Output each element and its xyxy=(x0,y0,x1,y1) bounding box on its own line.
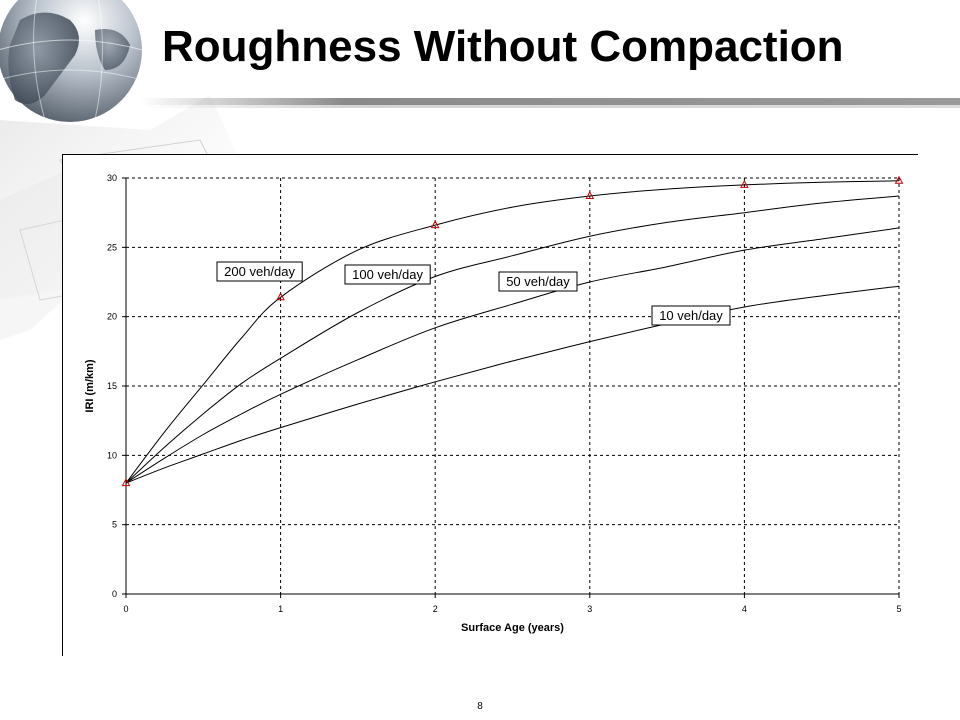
chart-frame: 0 5 10 15 20 25 30 0 1 2 3 4 5 Surface Age (years) IRI… xyxy=(62,154,918,656)
series-label-box xyxy=(651,305,731,326)
series-marker xyxy=(740,179,749,188)
iri-line-chart: 0 5 10 15 20 25 30 0 1 2 3 4 5 Surface Age (years) IRI… xyxy=(84,173,904,634)
x-axis-label: Surface Age (years) xyxy=(461,622,564,634)
y-tick-label: 25 xyxy=(107,242,117,252)
x-tick-label: 3 xyxy=(587,604,592,614)
title-underline xyxy=(140,98,960,105)
y-axis-label: IRI (m/km) xyxy=(84,359,96,413)
series-label-box xyxy=(216,261,303,282)
series-marker xyxy=(121,478,131,487)
x-tick-label: 0 xyxy=(123,604,128,614)
x-tick-label: 2 xyxy=(433,604,438,614)
series-label: 100 veh/day xyxy=(352,267,423,282)
x-tick-label: 5 xyxy=(896,604,901,614)
y-tick-label: 30 xyxy=(107,173,117,183)
y-tick-label: 15 xyxy=(107,381,117,391)
x-tick-label: 4 xyxy=(742,604,747,614)
title-underline-highlight xyxy=(140,105,960,108)
series-label-box xyxy=(344,264,431,285)
page-number: 8 xyxy=(477,701,483,712)
x-tick-label: 1 xyxy=(278,604,283,614)
slide-title: Roughness Without Compaction xyxy=(162,22,844,71)
series-marker xyxy=(585,190,595,200)
series-label: 50 veh/day xyxy=(506,274,570,289)
globe-logo xyxy=(0,0,143,122)
series-line-4 xyxy=(125,285,900,484)
y-tick-label: 20 xyxy=(107,312,117,322)
series-line-1 xyxy=(125,180,900,484)
series-line-3 xyxy=(125,227,900,484)
y-tick-label: 10 xyxy=(107,450,117,460)
y-tick-label: 0 xyxy=(112,589,117,599)
series-label-box xyxy=(498,271,578,292)
series-label: 10 veh/day xyxy=(659,308,723,323)
y-tick-label: 5 xyxy=(112,520,117,530)
series-line-2 xyxy=(125,195,900,484)
series-marker xyxy=(276,292,285,301)
series-label: 200 veh/day xyxy=(224,264,295,279)
series-marker xyxy=(894,175,904,184)
series-marker xyxy=(430,220,440,229)
